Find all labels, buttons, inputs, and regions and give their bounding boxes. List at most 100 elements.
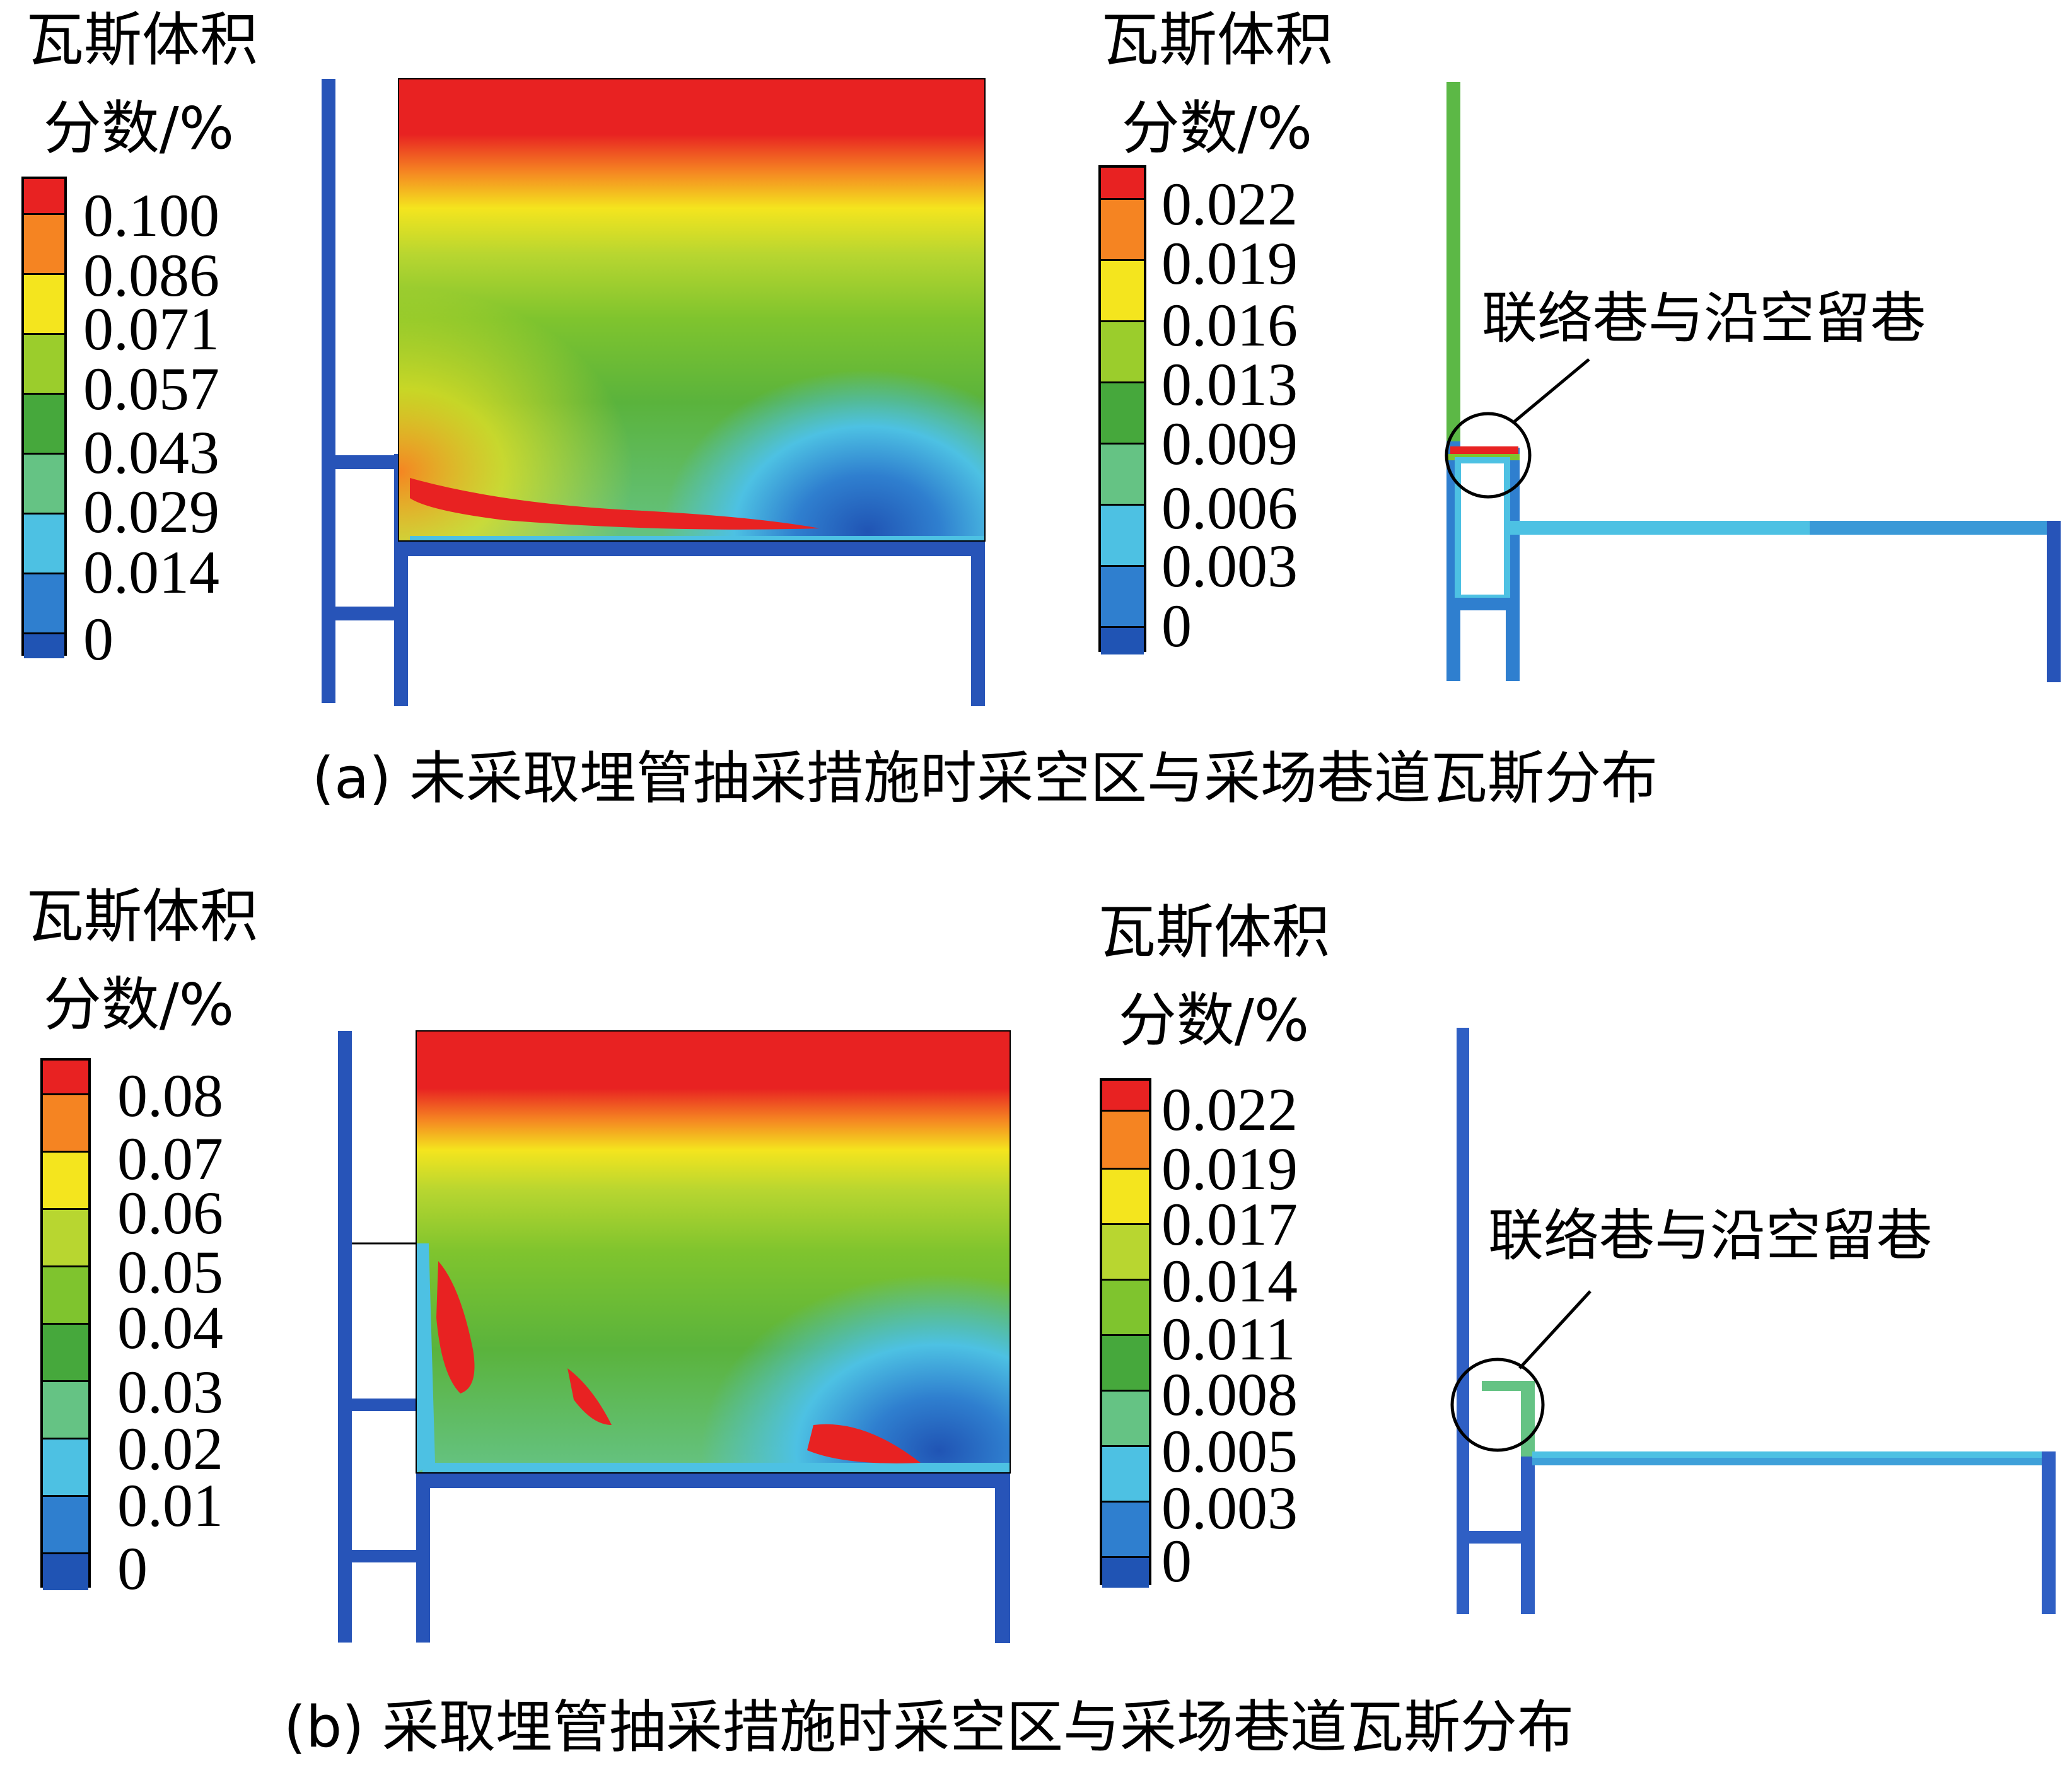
caption-b: (b) 采取埋管抽采措施时采空区与采场巷道瓦斯分布 xyxy=(284,1694,1574,1760)
roadway-pipe xyxy=(338,1031,352,1643)
colorbar-a-left-seg xyxy=(24,213,64,273)
legend-a-right-tick: 0.019 xyxy=(1161,230,1298,297)
roadway-crossbar xyxy=(1457,1531,1535,1544)
legend-a-left-title-1: 瓦斯体积 xyxy=(25,6,258,74)
colorbar-b-left-seg xyxy=(43,1438,88,1495)
colorbar-a-left-seg xyxy=(24,333,64,393)
roadway-pipe xyxy=(408,541,985,556)
goaf-low-band-left xyxy=(416,1243,435,1473)
colorbar-b-right-seg xyxy=(1102,1390,1149,1445)
legend-b-right-title-1: 瓦斯体积 xyxy=(1097,899,1330,966)
colorbar-b-left-seg xyxy=(43,1323,88,1380)
colorbar-b-right-seg xyxy=(1102,1334,1149,1390)
goaf-high-streak xyxy=(436,1261,475,1393)
roadway-pipe xyxy=(338,1550,430,1562)
legend-a-right-tick: 0.003 xyxy=(1161,532,1298,600)
legend-b-left-tick: 0.02 xyxy=(117,1415,223,1482)
colorbar-b-right-seg xyxy=(1102,1279,1149,1334)
legend-a-right-title-1: 瓦斯体积 xyxy=(1100,6,1333,74)
colorbar-b-left-seg xyxy=(43,1495,88,1552)
colorbar-b-left-seg xyxy=(43,1380,88,1438)
roadway-pipe xyxy=(322,455,408,469)
legend-b-left-tick: 0.06 xyxy=(117,1179,223,1247)
legend-a-left-tick: 0.100 xyxy=(83,182,219,249)
legend-b-right-tick: 0.019 xyxy=(1161,1135,1298,1202)
roadway-vertical xyxy=(1446,82,1460,453)
legend-b-right-tick: 0.008 xyxy=(1161,1361,1298,1428)
legend-b-right-tick: 0.003 xyxy=(1161,1474,1298,1542)
roadway-horizontal-edge xyxy=(1810,521,2061,535)
legend-b-right-tick: 0.005 xyxy=(1161,1417,1298,1485)
goaf-field-low-zone xyxy=(399,79,985,541)
colorbar-a-left-seg xyxy=(24,573,64,632)
highlight-circle xyxy=(1450,1358,1545,1452)
colorbar-a-left-seg xyxy=(24,273,64,333)
colorbar-a-left-seg xyxy=(24,179,64,213)
colorbar-a-right-seg xyxy=(1101,320,1144,381)
roadway-pipe xyxy=(430,1473,1010,1488)
legend-b-right-tick: 0 xyxy=(1161,1527,1192,1595)
roadway-pipe xyxy=(322,79,335,703)
roadway-crossbar xyxy=(1446,598,1520,610)
roadway-connector xyxy=(1521,1381,1535,1457)
colorbar-b-left-seg xyxy=(43,1151,88,1208)
legend-a-left-tick: 0.086 xyxy=(83,241,219,309)
colorbar-a-right-seg xyxy=(1101,168,1144,198)
legend-a-right-tick: 0.016 xyxy=(1161,291,1298,359)
colorbar-a-right-seg xyxy=(1101,259,1144,320)
colorbar-b-right-seg xyxy=(1102,1445,1149,1501)
legend-b-left-tick: 0.01 xyxy=(117,1472,223,1539)
legend-b-left-tick: 0.08 xyxy=(117,1062,223,1129)
legend-a-left-tick: 0.071 xyxy=(83,295,219,363)
colorbar-b-left-seg xyxy=(43,1061,88,1093)
colorbar-b-left-seg xyxy=(43,1552,88,1590)
legend-a-left-title-2: 分数/% xyxy=(43,95,235,162)
colorbar-a-left xyxy=(21,177,67,658)
colorbar-a-right-seg xyxy=(1101,504,1144,565)
legend-b-left-tick: 0.05 xyxy=(117,1238,223,1306)
annotation-leader xyxy=(1512,358,1590,424)
legend-a-right-tick: 0.006 xyxy=(1161,474,1298,542)
roadway-pipe xyxy=(322,607,408,620)
goaf-outline xyxy=(416,1030,1011,1474)
colorbar-b-left-seg xyxy=(43,1093,88,1151)
legend-a-right-title-2: 分数/% xyxy=(1121,95,1313,162)
colorbar-b-right-seg xyxy=(1102,1223,1149,1279)
annotation-a: 联络巷与沿空留巷 xyxy=(1482,286,1926,351)
annotation-leader xyxy=(1518,1290,1592,1370)
legend-b-right-tick: 0.014 xyxy=(1161,1247,1298,1315)
legend-a-left-tick: 0.057 xyxy=(83,355,219,422)
colorbar-b-right-seg xyxy=(1102,1501,1149,1556)
colorbar-b-right-seg xyxy=(1102,1081,1149,1110)
roadway-connector xyxy=(1450,446,1518,455)
goaf-bottom-band xyxy=(410,536,985,541)
colorbar-a-right-seg xyxy=(1101,381,1144,443)
colorbar-b-left xyxy=(40,1058,91,1590)
goaf-bottom-band xyxy=(422,1463,1010,1473)
legend-a-left-tick: 0 xyxy=(83,605,113,673)
colorbar-b-left-seg xyxy=(43,1208,88,1265)
colorbar-b-right-seg xyxy=(1102,1556,1149,1588)
roadway-right-leg xyxy=(2047,521,2061,682)
legend-b-right-tick: 0.017 xyxy=(1161,1190,1298,1258)
colorbar-a-left-seg xyxy=(24,513,64,573)
legend-b-right-tick: 0.022 xyxy=(1161,1076,1298,1143)
goaf-high-streak xyxy=(567,1368,612,1425)
annotation-b: 联络巷与沿空留巷 xyxy=(1488,1203,1933,1268)
legend-b-left-title-2: 分数/% xyxy=(43,971,235,1038)
colorbar-a-left-seg xyxy=(24,453,64,513)
roadway-vertical xyxy=(1457,1028,1469,1614)
legend-a-left-tick: 0.014 xyxy=(83,538,219,606)
colorbar-b-right-seg xyxy=(1102,1110,1149,1168)
legend-a-right-tick: 0.013 xyxy=(1161,351,1298,418)
colorbar-a-right xyxy=(1098,165,1146,654)
colorbar-a-left-seg xyxy=(24,393,64,453)
caption-a: (a) 未采取埋管抽采措施时采空区与采场巷道瓦斯分布 xyxy=(312,745,1658,811)
legend-a-right-tick: 0.009 xyxy=(1161,410,1298,477)
legend-a-right-tick: 0 xyxy=(1161,592,1192,660)
legend-b-left-title-1: 瓦斯体积 xyxy=(25,883,258,950)
colorbar-a-right-seg xyxy=(1101,198,1144,259)
colorbar-a-right-seg xyxy=(1101,443,1144,504)
legend-b-left-tick: 0.04 xyxy=(117,1294,223,1361)
legend-b-right-title-2: 分数/% xyxy=(1118,987,1310,1054)
